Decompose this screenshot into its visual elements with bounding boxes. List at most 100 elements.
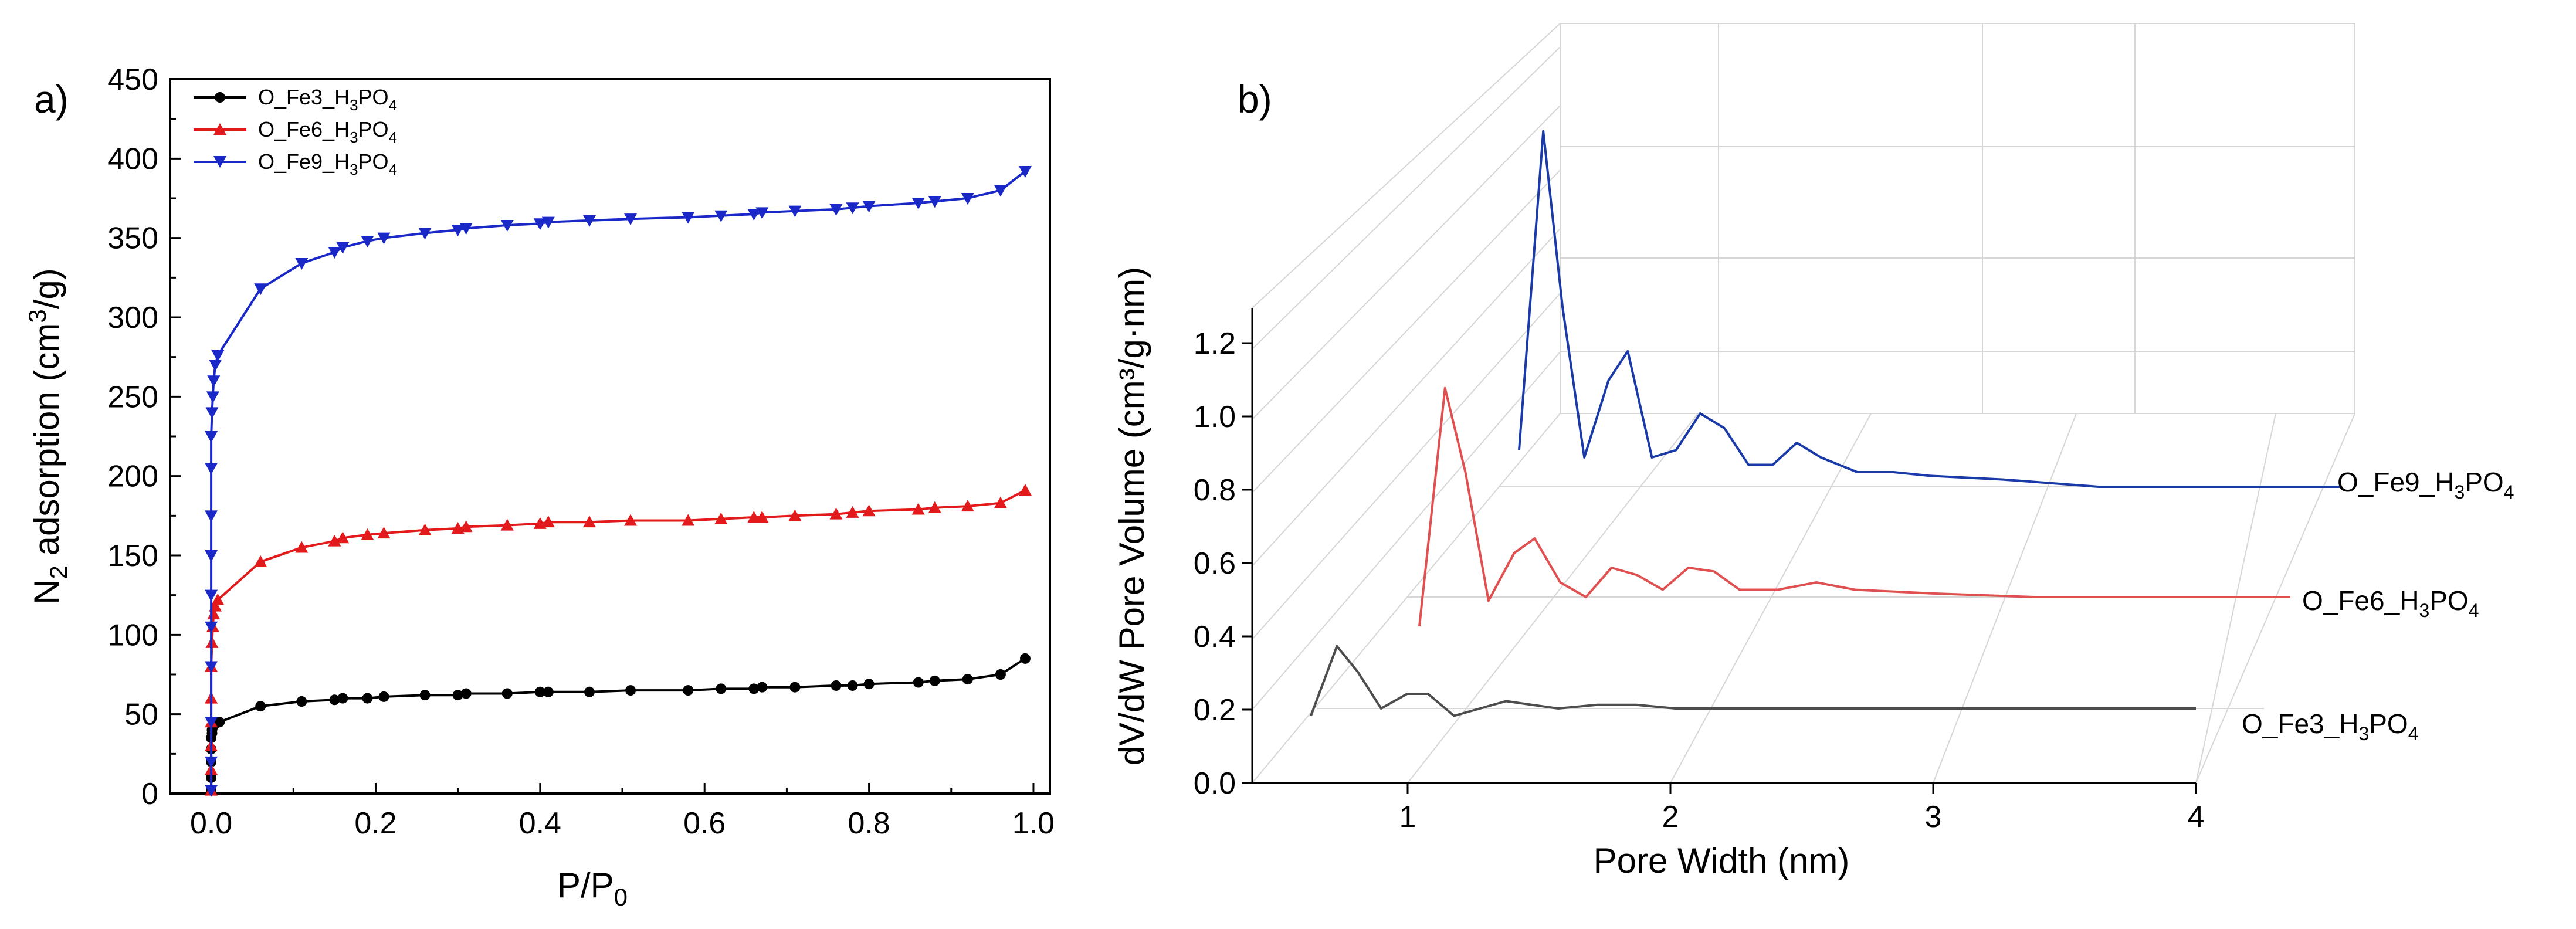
data-point — [459, 223, 473, 235]
series-o-fe9-h3po4-line — [1518, 130, 2340, 488]
data-point — [328, 247, 341, 259]
panel-a-y-axis-label: N2 adsorption (cm3/g) — [23, 268, 72, 605]
data-point — [829, 204, 843, 216]
y-tick-label: 0 — [141, 777, 158, 811]
data-point — [255, 701, 266, 712]
series-o-fe3-h3po4-line — [1310, 645, 2196, 717]
data-point — [994, 185, 1007, 197]
data-point — [1019, 653, 1031, 664]
data-point — [205, 550, 218, 562]
data-point — [624, 514, 638, 526]
data-point — [296, 696, 307, 707]
y-tick-label: 50 — [124, 698, 158, 732]
panel-a-series-group — [205, 165, 1032, 797]
data-point — [913, 677, 924, 688]
y-tick-label: 1.0 — [1194, 400, 1236, 434]
data-point — [377, 527, 391, 539]
data-point — [205, 463, 218, 475]
data-point — [451, 225, 465, 237]
data-point — [419, 690, 431, 701]
x-tick-label: 0.4 — [519, 806, 561, 840]
y-tick-label: 100 — [107, 618, 158, 652]
data-point — [625, 685, 636, 696]
data-point — [209, 360, 222, 372]
y-tick-label: 0.6 — [1194, 547, 1236, 581]
series-o-fe9-h3po4 — [205, 165, 1032, 797]
x-tick-label: 3 — [1925, 800, 1942, 834]
panel-a-x-axis-label: P/P0 — [557, 866, 628, 911]
data-point — [328, 534, 341, 547]
data-point — [1018, 165, 1032, 178]
data-point — [500, 220, 514, 232]
y-tick-label: 0.4 — [1194, 620, 1236, 654]
data-point — [929, 675, 940, 686]
data-point — [714, 210, 728, 222]
data-point — [755, 511, 769, 523]
legend-marker-circle-icon — [215, 92, 225, 103]
data-point — [714, 512, 728, 524]
panel-b-x-axis-label: Pore Width (nm) — [1594, 841, 1850, 880]
data-point — [336, 242, 350, 254]
x-tick-label: 0.2 — [354, 806, 396, 840]
data-point — [682, 212, 695, 224]
data-point — [460, 688, 472, 699]
legend-marker-triangle-up-icon — [213, 123, 226, 135]
x-tick-label: 0.6 — [683, 806, 726, 840]
series-label-o-fe3: O_Fe3_H3PO4 — [2242, 708, 2419, 744]
data-point — [582, 516, 596, 528]
data-point — [624, 213, 638, 226]
data-point — [755, 207, 769, 219]
data-point — [501, 688, 513, 699]
panel-b-ticks: 1 2 3 4 0.0 0.2 0.4 0.6 0.8 1.0 1.2 — [1194, 327, 2205, 834]
data-point — [295, 257, 309, 270]
panel-b-pore-distribution-chart: b) — [1112, 23, 2514, 880]
series-label-o-fe9: O_Fe9_H3PO4 — [2337, 467, 2514, 503]
data-point — [683, 685, 694, 696]
data-point — [500, 518, 514, 531]
panel-b-label: b) — [1238, 77, 1272, 121]
panel-a-legend: O_Fe3_H3PO4 O_Fe6_H3PO4 O_Fe9_H3PO4 — [194, 85, 397, 178]
data-point — [961, 193, 974, 205]
data-point — [788, 509, 802, 521]
data-point — [452, 690, 463, 701]
data-point — [207, 375, 221, 388]
data-point — [361, 528, 374, 540]
x-tick-label: 0.0 — [190, 806, 232, 840]
data-point — [205, 756, 218, 768]
data-point — [716, 683, 727, 694]
panel-b-series-group — [1310, 130, 2340, 717]
data-point — [846, 506, 859, 518]
legend-marker-triangle-down-icon — [213, 156, 226, 168]
legend-item-o-fe3: O_Fe3_H3PO4 — [194, 85, 397, 114]
y-tick-label: 0.0 — [1194, 767, 1236, 801]
data-point — [928, 196, 941, 208]
x-tick-label: 0.8 — [848, 806, 890, 840]
series-label-o-fe6: O_Fe6_H3PO4 — [2302, 585, 2479, 621]
data-point — [362, 693, 373, 704]
data-point — [862, 504, 876, 517]
data-point — [205, 407, 219, 419]
data-point — [211, 350, 225, 362]
x-tick-label: 4 — [2188, 800, 2205, 834]
data-point — [361, 236, 374, 248]
data-point — [534, 686, 545, 697]
data-point — [862, 201, 876, 213]
data-point — [336, 531, 350, 544]
legend-item-o-fe6: O_Fe6_H3PO4 — [194, 117, 397, 146]
y-tick-label: 150 — [107, 539, 158, 573]
data-point — [378, 691, 389, 702]
data-point — [682, 514, 695, 526]
data-point — [962, 674, 973, 685]
data-point — [254, 283, 267, 296]
panel-a-plot-frame — [169, 78, 1051, 795]
data-point — [205, 431, 218, 443]
data-point — [377, 232, 391, 245]
data-point — [847, 680, 858, 691]
data-point — [829, 507, 843, 520]
data-point — [543, 686, 554, 697]
y-tick-label: 350 — [107, 222, 158, 256]
data-point — [584, 686, 595, 697]
data-point — [995, 669, 1006, 680]
x-tick-label: 1.0 — [1012, 806, 1055, 840]
data-point — [418, 523, 432, 535]
